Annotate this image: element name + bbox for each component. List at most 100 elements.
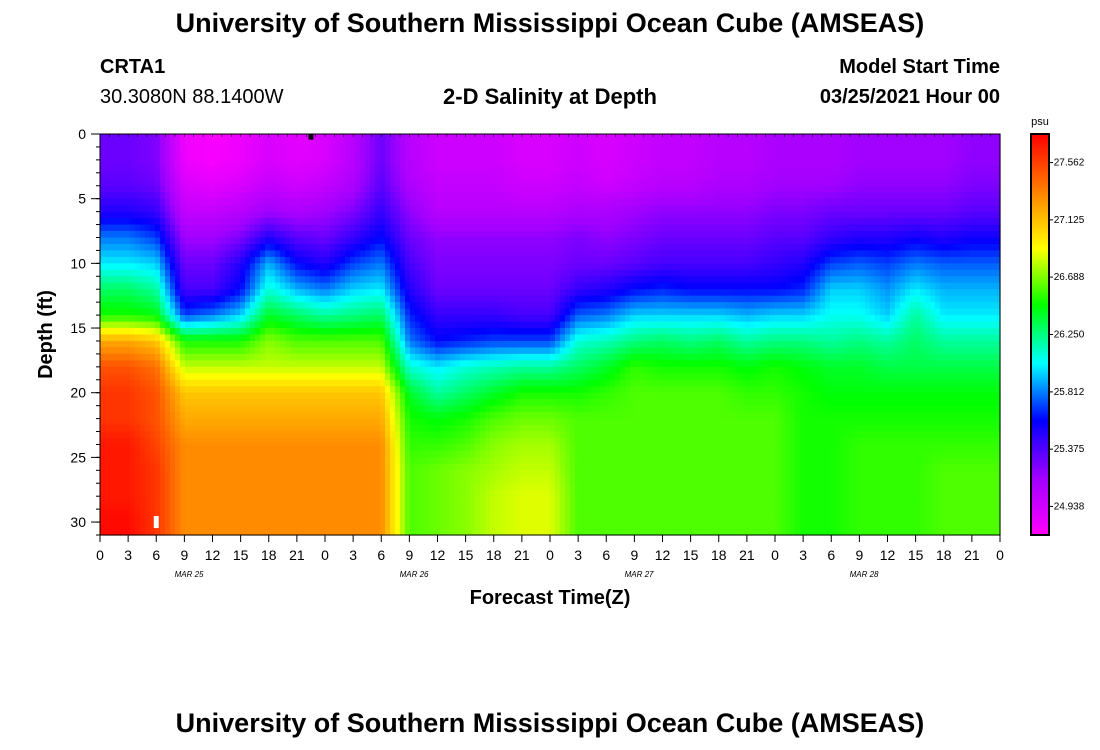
heatmap-cell — [180, 328, 186, 336]
heatmap-cell — [430, 289, 436, 297]
heatmap-cell — [375, 205, 381, 213]
heatmap-cell — [230, 431, 236, 439]
heatmap-cell — [445, 282, 451, 290]
heatmap-cell — [230, 366, 236, 374]
heatmap-cell — [100, 425, 106, 433]
heatmap-cell — [410, 431, 416, 439]
heatmap-cell — [125, 496, 131, 504]
heatmap-cell — [175, 134, 181, 142]
heatmap-cell — [135, 140, 141, 148]
heatmap-cell — [400, 366, 406, 374]
heatmap-cell — [170, 392, 176, 400]
heatmap-cell — [320, 134, 326, 142]
heatmap-cell — [205, 198, 211, 206]
heatmap-cell — [155, 231, 161, 239]
heatmap-cell — [370, 282, 376, 290]
heatmap-cell — [410, 366, 416, 374]
heatmap-cell — [420, 373, 426, 381]
heatmap-cell — [415, 166, 421, 174]
heatmap-cell — [255, 263, 261, 271]
heatmap-cell — [290, 159, 296, 167]
heatmap-cell — [135, 308, 141, 316]
heatmap-cell — [105, 282, 111, 290]
heatmap-cell — [320, 263, 326, 271]
heatmap-cell — [475, 218, 481, 226]
heatmap-cell — [175, 153, 181, 161]
heatmap-cell — [415, 134, 421, 142]
heatmap-cell — [135, 205, 141, 213]
heatmap-cell — [265, 172, 271, 180]
heatmap-cell — [470, 386, 476, 394]
heatmap-cell — [405, 243, 411, 252]
heatmap-cell — [300, 515, 306, 523]
heatmap-cell — [215, 302, 221, 310]
heatmap-cell — [295, 263, 301, 271]
heatmap-cell — [280, 205, 286, 213]
heatmap-cell — [175, 528, 181, 536]
heatmap-cell — [130, 224, 136, 232]
heatmap-cell — [475, 231, 481, 239]
heatmap-cell — [100, 224, 106, 232]
heatmap-cell — [270, 418, 276, 426]
heatmap-cell — [210, 502, 216, 510]
heatmap-cell — [425, 159, 431, 167]
heatmap-cell — [305, 528, 311, 536]
heatmap-cell — [340, 340, 346, 349]
heatmap-cell — [280, 295, 286, 303]
heatmap-cell — [155, 159, 161, 167]
heatmap-cell — [480, 463, 486, 471]
heatmap-cell — [390, 431, 396, 439]
heatmap-cell — [230, 218, 236, 226]
heatmap-cell — [465, 172, 471, 180]
heatmap-cell — [170, 463, 176, 471]
heatmap-cell — [200, 366, 206, 374]
heatmap-cell — [345, 470, 351, 478]
heatmap-cell — [160, 360, 166, 368]
heatmap-cell — [205, 515, 211, 523]
heatmap-cell — [105, 328, 111, 336]
heatmap-cell — [120, 198, 126, 206]
heatmap-cell — [115, 231, 121, 239]
heatmap-cell — [385, 282, 391, 290]
heatmap-cell — [320, 269, 326, 277]
heatmap-cell — [230, 289, 236, 297]
heatmap-cell — [255, 269, 261, 277]
heatmap-cell — [440, 366, 446, 374]
heatmap-cell — [480, 437, 486, 446]
heatmap-cell — [180, 334, 186, 342]
heatmap-cell — [125, 211, 131, 219]
heatmap-cell — [375, 334, 381, 342]
heatmap-cell — [250, 353, 256, 361]
heatmap-cell — [380, 399, 386, 407]
heatmap-cell — [295, 340, 301, 349]
heatmap-cell — [330, 224, 336, 232]
heatmap-cell — [325, 302, 331, 310]
heatmap-cell — [420, 386, 426, 394]
heatmap-cell — [210, 515, 216, 523]
heatmap-cell — [495, 172, 501, 180]
heatmap-cell — [365, 437, 371, 446]
heatmap-cell — [300, 218, 306, 226]
heatmap-cell — [395, 295, 401, 303]
heatmap-cell — [495, 353, 501, 361]
heatmap-cell — [215, 386, 221, 394]
heatmap-cell — [220, 399, 226, 407]
heatmap-cell — [100, 140, 106, 148]
heatmap-cell — [435, 502, 441, 510]
heatmap-cell — [490, 360, 496, 368]
heatmap-cell — [220, 412, 226, 420]
heatmap-cell — [315, 515, 321, 523]
heatmap-cell — [230, 166, 236, 174]
heatmap-cell — [255, 509, 261, 517]
heatmap-cell — [355, 282, 361, 290]
heatmap-cell — [460, 269, 466, 277]
heatmap-cell — [440, 392, 446, 400]
heatmap-cell — [385, 522, 391, 530]
heatmap-cell — [310, 179, 316, 187]
heatmap-cell — [480, 502, 486, 510]
heatmap-cell — [325, 399, 331, 407]
heatmap-cell — [385, 457, 391, 465]
heatmap-cell — [175, 146, 181, 155]
heatmap-cell — [380, 315, 386, 323]
heatmap-cell — [430, 218, 436, 226]
